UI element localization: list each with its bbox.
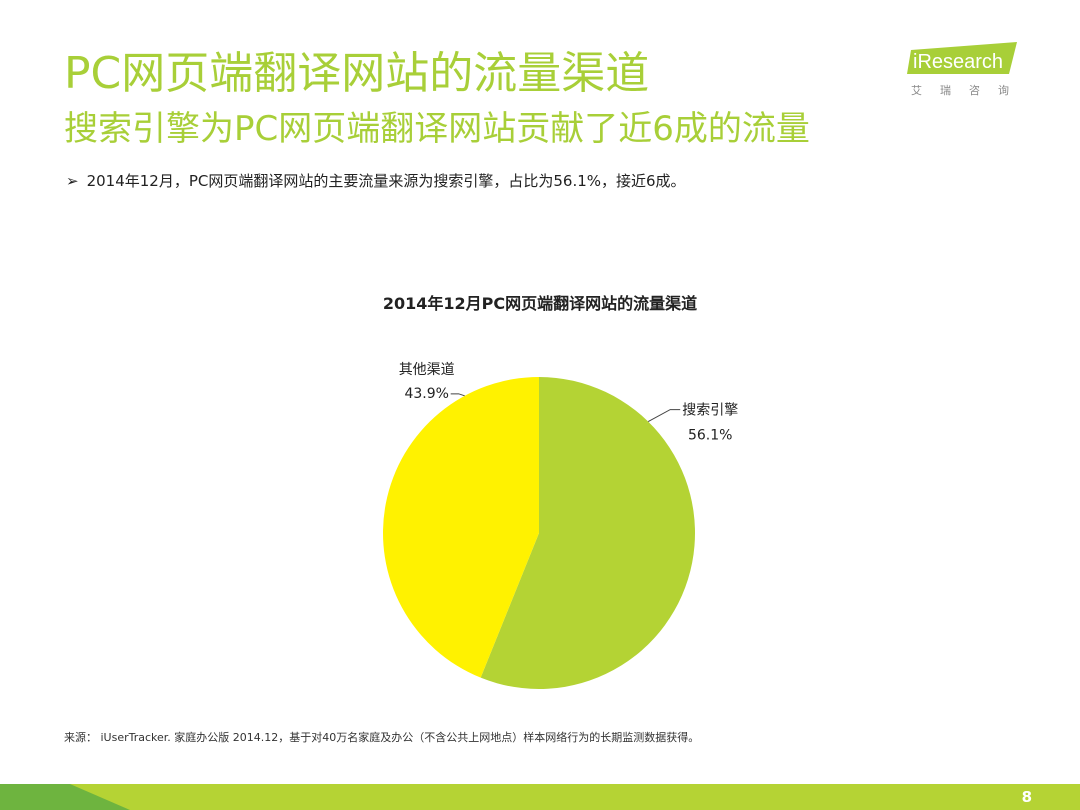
summary-text: 2014年12月，PC网页端翻译网站的主要流量来源为搜索引擎，占比为56.1%，… — [86, 172, 686, 190]
leader-line-1 — [450, 393, 465, 397]
chart-title: 2014年12月PC网页端翻译网站的流量渠道 — [382, 294, 698, 313]
source-note: 来源： iUserTracker. 家庭办公版 2014.12，基于对40万名家… — [64, 731, 700, 744]
slice-value-0: 56.1% — [688, 428, 732, 444]
footer-accent-shape — [0, 784, 130, 810]
pie-chart-svg: 搜索引擎 56.1% 其他渠道 43.9% — [382, 362, 738, 689]
page-title: PC网页端翻译网站的流量渠道 — [64, 48, 650, 99]
pie-slice-1 — [382, 377, 539, 678]
logo-subtitle: 艾瑞咨询 — [911, 84, 1027, 97]
iresearch-logo: iResearch — [907, 42, 1017, 74]
slice-label-0: 搜索引擎 — [682, 402, 738, 419]
summary-bullet: ➢ 2014年12月，PC网页端翻译网站的主要流量来源为搜索引擎，占比为56.1%… — [66, 170, 686, 192]
footer-bar — [0, 784, 1080, 810]
leader-line-0 — [647, 409, 681, 423]
pie-slice-0 — [480, 377, 695, 689]
slice-value-1: 43.9% — [404, 386, 448, 402]
logo-banner-shape — [907, 42, 1017, 74]
page-subtitle: 搜索引擎为PC网页端翻译网站贡献了近6成的流量 — [64, 109, 810, 149]
slice-label-1: 其他渠道 — [399, 362, 455, 378]
logo-brand-text: iResearch — [913, 51, 1003, 73]
pie-chart: 2014年12月PC网页端翻译网站的流量渠道 搜索引擎 56.1% 其他渠道 43.9… — [60, 260, 1020, 710]
page-number: 8 — [1021, 788, 1032, 806]
bullet-arrow-icon: ➢ — [66, 172, 79, 190]
